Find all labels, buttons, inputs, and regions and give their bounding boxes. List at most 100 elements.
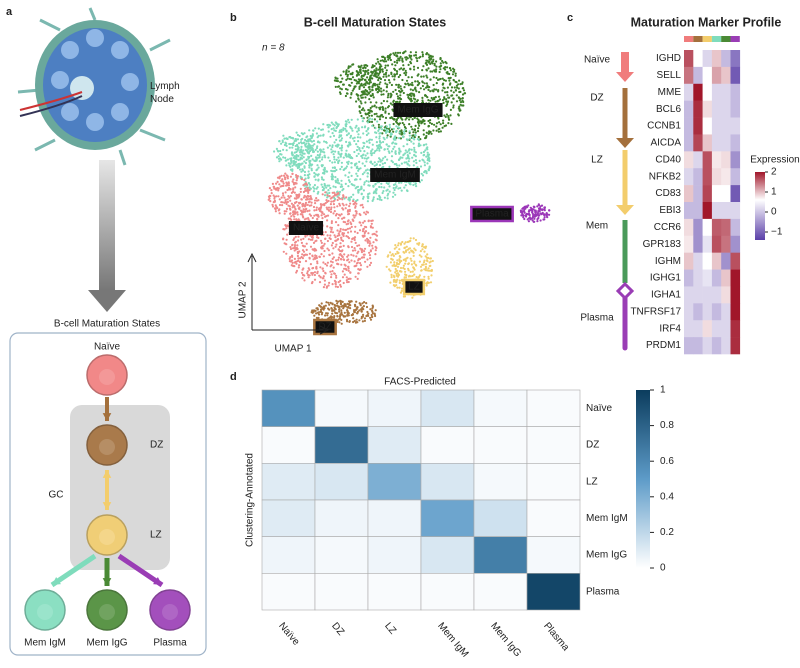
point xyxy=(331,241,334,245)
point xyxy=(361,120,364,123)
point xyxy=(429,70,432,73)
point xyxy=(371,105,374,108)
heat-cell xyxy=(721,117,731,135)
point xyxy=(342,208,345,211)
point xyxy=(353,136,356,139)
point xyxy=(362,107,365,110)
point xyxy=(393,145,396,148)
point xyxy=(383,58,387,61)
arrow xyxy=(117,553,164,588)
point xyxy=(366,265,369,268)
point xyxy=(441,59,444,63)
point xyxy=(325,186,328,189)
point xyxy=(353,230,357,233)
point xyxy=(444,68,447,71)
point xyxy=(336,85,340,88)
point xyxy=(400,131,404,134)
point xyxy=(311,133,314,136)
point xyxy=(321,267,324,270)
heat-cell xyxy=(730,252,741,270)
point xyxy=(338,91,342,94)
point xyxy=(371,304,374,307)
point xyxy=(317,313,320,316)
point xyxy=(353,150,356,154)
colorbar-tick-label: 0.4 xyxy=(660,491,674,502)
point xyxy=(452,91,455,94)
point xyxy=(367,127,370,130)
point xyxy=(363,109,366,112)
point xyxy=(418,124,421,127)
point xyxy=(367,78,370,81)
point xyxy=(369,236,372,239)
point xyxy=(448,83,452,86)
point xyxy=(286,198,289,201)
point xyxy=(312,241,316,244)
point xyxy=(408,164,411,167)
point xyxy=(292,238,295,242)
point xyxy=(312,258,315,261)
point xyxy=(364,169,367,172)
column-label: DZ xyxy=(329,621,346,638)
column-label: Plasma xyxy=(541,621,571,654)
point xyxy=(408,118,411,121)
point xyxy=(442,119,445,122)
point xyxy=(310,282,314,285)
point xyxy=(333,170,336,173)
heat-cell xyxy=(721,66,731,85)
point xyxy=(358,302,361,305)
point xyxy=(537,204,541,207)
point xyxy=(407,84,410,87)
heat-cell xyxy=(473,573,528,611)
point xyxy=(409,239,412,242)
point xyxy=(299,153,302,156)
point xyxy=(411,250,415,253)
point xyxy=(411,296,414,299)
point xyxy=(278,140,281,143)
point xyxy=(328,253,331,257)
point xyxy=(387,112,390,115)
colorbar-title: Expression xyxy=(750,155,799,166)
point xyxy=(396,70,399,73)
point xyxy=(339,230,342,233)
point xyxy=(435,125,438,128)
point xyxy=(289,256,292,259)
point xyxy=(336,314,339,318)
point xyxy=(315,206,318,209)
point xyxy=(429,62,432,65)
point xyxy=(399,186,402,190)
point xyxy=(344,154,347,157)
point xyxy=(392,191,395,194)
point xyxy=(410,95,413,98)
point xyxy=(413,148,416,151)
point xyxy=(417,122,420,125)
point xyxy=(350,259,353,262)
point xyxy=(434,100,437,103)
point xyxy=(452,67,455,70)
point xyxy=(289,212,292,215)
point xyxy=(446,86,449,89)
point xyxy=(300,238,303,241)
heat-cell xyxy=(721,286,731,304)
point xyxy=(375,149,378,152)
point xyxy=(357,272,360,275)
point xyxy=(401,89,404,92)
point xyxy=(274,204,277,207)
box xyxy=(9,332,207,656)
point xyxy=(428,56,431,59)
point xyxy=(322,286,325,289)
point xyxy=(304,148,307,151)
point xyxy=(366,116,369,119)
point xyxy=(272,194,275,197)
point xyxy=(368,85,371,88)
point xyxy=(421,53,424,56)
point xyxy=(363,181,366,184)
x-label: UMAP 1 xyxy=(274,344,311,355)
point xyxy=(409,56,412,59)
point xyxy=(336,193,339,196)
point xyxy=(318,255,321,258)
point xyxy=(297,142,301,145)
heat-cell xyxy=(693,235,703,253)
point xyxy=(415,185,418,188)
point xyxy=(394,152,397,155)
point xyxy=(412,164,415,167)
